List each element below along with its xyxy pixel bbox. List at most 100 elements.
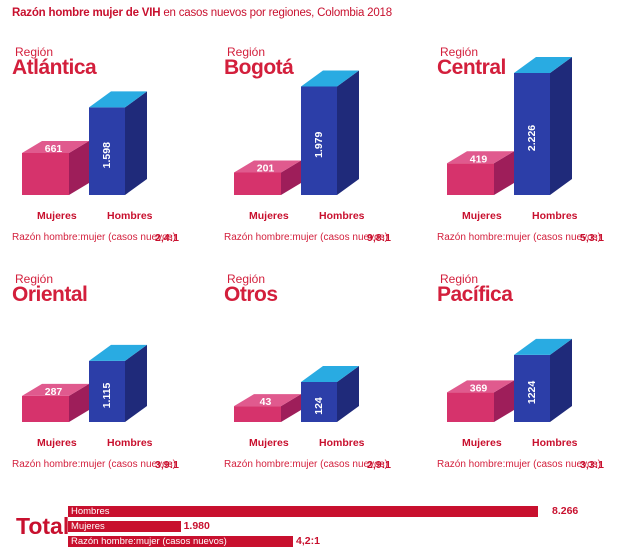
ratio-value: 3,9:1 <box>155 459 179 471</box>
mujeres-bar-side <box>494 151 514 195</box>
hombres-value: 124 <box>313 397 325 415</box>
mujeres-value: 661 <box>45 143 63 155</box>
ratio-value: 5,3:1 <box>580 232 604 244</box>
region-bars: 661 1.598 <box>22 91 147 195</box>
hombres-axis-label: Hombres <box>107 210 153 222</box>
hombres-bar-top <box>514 338 572 355</box>
region-name: Atlántica <box>12 56 97 79</box>
hombres-bar-side <box>125 344 147 422</box>
total-hombres-value: 8.266 <box>552 505 579 517</box>
mujeres-bar-side <box>281 160 301 195</box>
hombres-bar-side <box>550 57 572 195</box>
ratio-label: Razón hombre:mujer (casos nuevos) <box>437 232 601 243</box>
mujeres-bar-front <box>447 392 494 422</box>
region-panel: Región Oriental 287 1.115 Mujeres Hombres Razó… <box>12 272 217 502</box>
mujeres-axis-label: Mujeres <box>249 437 289 449</box>
region-bars: 369 1224 <box>447 338 572 422</box>
hombres-value: 1.115 <box>101 382 113 408</box>
hombres-bar-side <box>550 338 572 422</box>
total-hombres-label: Hombres <box>71 506 110 517</box>
mujeres-value: 369 <box>470 382 488 394</box>
total-mujeres-label: Mujeres <box>71 521 105 532</box>
region-name: Bogotá <box>224 56 294 79</box>
hombres-bar-front <box>301 86 337 195</box>
mujeres-bar-top <box>22 383 89 396</box>
region-name: Otros <box>224 283 278 306</box>
region-bars: 201 1.979 <box>234 70 359 195</box>
mujeres-value: 287 <box>45 386 63 398</box>
hombres-bar-front <box>89 107 125 195</box>
mujeres-bar-front <box>234 172 281 195</box>
region-panel: Región Otros 43 124 Mujeres Hombres Razón homb… <box>224 272 429 502</box>
mujeres-value: 201 <box>257 162 275 174</box>
region-bars: 43 124 <box>234 366 359 422</box>
total-hombres-bar: Hombres <box>68 506 538 517</box>
region-label: Región <box>227 272 266 286</box>
mujeres-bar-top <box>447 380 514 393</box>
mujeres-bar-front <box>447 163 494 195</box>
hombres-value: 2.226 <box>526 125 538 151</box>
mujeres-bar-side <box>69 141 89 195</box>
hombres-bar-side <box>125 91 147 195</box>
region-label: Región <box>440 272 479 286</box>
mujeres-axis-label: Mujeres <box>462 210 502 222</box>
hombres-bar-front <box>514 354 550 422</box>
total-mujeres-bar: Mujeres <box>68 521 181 532</box>
ratio-label: Razón hombre:mujer (casos nuevos) <box>224 459 388 470</box>
region-panel: Región Pacífica 369 1224 Mujeres Hombres Razón… <box>437 272 623 502</box>
mujeres-bar-top <box>234 160 301 173</box>
mujeres-axis-label: Mujeres <box>249 210 289 222</box>
mujeres-axis-label: Mujeres <box>37 210 77 222</box>
hombres-bar-top <box>301 366 359 382</box>
mujeres-bar-front <box>22 395 69 422</box>
mujeres-bar-front <box>22 153 69 195</box>
hombres-value: 1224 <box>526 381 538 405</box>
region-panel: Región Central 419 2.226 Mujeres Hombres Razón… <box>437 45 623 275</box>
total-mujeres-value: 1.980 <box>183 520 210 532</box>
chart-title: Razón hombre mujer de VIH en casos nuevo… <box>12 7 392 19</box>
ratio-value: 3,3:1 <box>580 459 604 471</box>
mujeres-bar-top <box>447 151 514 164</box>
region-panel: Región Atlántica 661 1.598 Mujeres Hombres Raz… <box>12 45 217 275</box>
hombres-axis-label: Hombres <box>532 210 578 222</box>
region-label: Región <box>15 45 54 59</box>
mujeres-bar-top <box>22 141 89 153</box>
ratio-label: Razón hombre:mujer (casos nuevos) <box>12 459 176 470</box>
region-bars: 287 1.115 <box>22 344 147 422</box>
region-label: Región <box>440 45 479 59</box>
hombres-value: 1.979 <box>313 131 325 157</box>
region-panel: Región Bogotá 201 1.979 Mujeres Hombres Razón … <box>224 45 429 275</box>
region-label: Región <box>227 45 266 59</box>
hombres-bar-side <box>337 366 359 422</box>
hombres-bar-front <box>89 360 125 422</box>
mujeres-axis-label: Mujeres <box>462 437 502 449</box>
ratio-label: Razón hombre:mujer (casos nuevos) <box>224 232 388 243</box>
hombres-axis-label: Hombres <box>319 437 365 449</box>
region-name: Pacífica <box>437 283 513 306</box>
ratio-label: Razón hombre:mujer (casos nuevos) <box>437 459 601 470</box>
hombres-value: 1.598 <box>101 142 113 168</box>
hombres-bar-top <box>301 70 359 87</box>
mujeres-bar-side <box>281 394 301 422</box>
hombres-bar-top <box>89 344 147 361</box>
mujeres-bar-side <box>494 380 514 422</box>
total-ratio-bar: Razón hombre:mujer (casos nuevos) <box>68 536 293 547</box>
region-name: Oriental <box>12 283 88 306</box>
ratio-value: 2,9:1 <box>367 459 391 471</box>
ratio-value: 9,8:1 <box>367 232 391 244</box>
region-bars: 419 2.226 <box>447 57 572 195</box>
hombres-bar-top <box>89 91 147 108</box>
hombres-bar-top <box>514 57 572 73</box>
ratio-value: 2,4:1 <box>155 232 179 244</box>
mujeres-axis-label: Mujeres <box>37 437 77 449</box>
hombres-bar-front <box>301 382 337 422</box>
hombres-axis-label: Hombres <box>319 210 365 222</box>
ratio-label: Razón hombre:mujer (casos nuevos) <box>12 232 176 243</box>
mujeres-bar-top <box>234 394 301 407</box>
hombres-axis-label: Hombres <box>532 437 578 449</box>
region-name: Central <box>437 56 506 79</box>
mujeres-value: 419 <box>470 153 488 165</box>
hombres-bar-front <box>514 73 550 195</box>
hombres-bar-side <box>337 70 359 195</box>
mujeres-bar-side <box>69 383 89 422</box>
